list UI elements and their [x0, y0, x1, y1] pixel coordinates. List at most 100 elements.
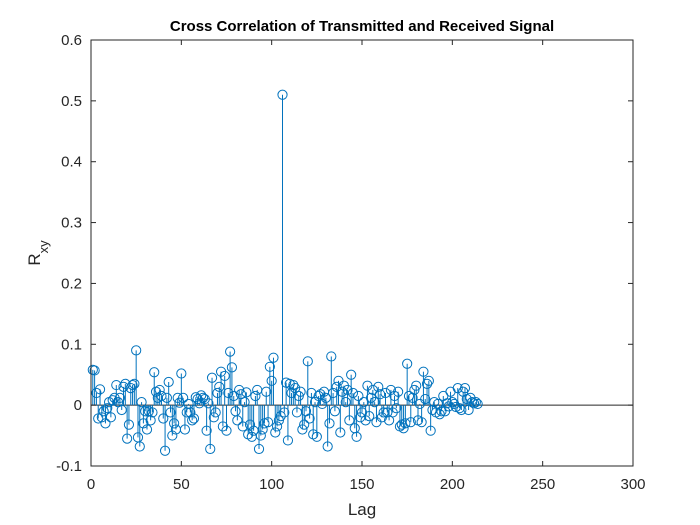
stem-marker	[241, 387, 252, 398]
stem-marker	[165, 407, 176, 418]
stem-marker	[205, 443, 216, 455]
stem-marker	[467, 397, 478, 408]
stem-marker	[197, 392, 209, 403]
stem-marker	[468, 398, 480, 409]
stem-marker	[436, 406, 447, 417]
stem-marker	[423, 375, 434, 386]
stem-marker	[407, 392, 418, 403]
stem-marker	[161, 392, 172, 403]
stem-marker	[470, 397, 481, 408]
stem-marker	[262, 417, 274, 428]
stem-marker	[167, 430, 178, 441]
stem-marker	[271, 421, 283, 432]
stem-marker	[277, 89, 288, 100]
stem-marker	[159, 445, 171, 456]
y-axis-label: Rxy	[25, 240, 51, 266]
stem-marker	[158, 413, 169, 424]
y-tick-label: 0.3	[61, 215, 82, 232]
stem-marker	[326, 351, 337, 362]
y-tick-label: 0.5	[61, 93, 82, 110]
stem-marker	[391, 403, 402, 414]
stem-marker	[434, 409, 445, 420]
stem-marker	[279, 407, 290, 418]
stem-marker	[420, 393, 431, 405]
stem-marker	[369, 397, 380, 408]
stem-marker	[340, 397, 351, 408]
stem-marker	[206, 372, 218, 383]
stem-marker	[304, 413, 315, 424]
stem-marker	[136, 397, 147, 408]
y-axis-label-subscript: xy	[36, 240, 51, 254]
stem-marker	[393, 386, 404, 397]
stem-marker	[208, 412, 219, 423]
y-axis-label-main: R	[25, 253, 44, 265]
stem-marker	[232, 415, 243, 426]
stem-marker	[154, 384, 165, 396]
stem-marker	[225, 346, 236, 357]
stem-marker	[123, 419, 135, 430]
stem-marker	[405, 417, 416, 428]
stem-marker	[416, 417, 427, 428]
stem-marker	[140, 406, 151, 417]
stem-marker	[147, 407, 158, 418]
stem-marker	[131, 345, 142, 356]
stem-marker	[353, 390, 364, 402]
stem-marker	[116, 404, 127, 416]
stem-marker	[308, 429, 319, 440]
stem-marker	[302, 356, 313, 367]
stem-marker	[421, 378, 433, 389]
stem-marker	[185, 407, 196, 418]
y-tick-label: -0.1	[56, 458, 82, 475]
stem-marker	[299, 419, 310, 430]
stem-marker	[122, 433, 133, 444]
stem-marker	[141, 424, 153, 435]
stem-marker	[275, 410, 286, 422]
stem-marker	[221, 425, 232, 436]
stem-marker	[335, 427, 346, 438]
stem-marker	[114, 392, 126, 403]
stem-marker	[337, 386, 348, 397]
x-tick-label: 300	[620, 476, 645, 493]
stem-marker	[344, 415, 355, 426]
stem-marker	[346, 369, 357, 380]
stem-marker	[456, 404, 467, 416]
stem-marker	[201, 425, 212, 436]
stem-marker	[237, 421, 248, 432]
stem-marker	[250, 390, 261, 402]
stem-marker	[127, 379, 138, 391]
stem-marker	[223, 387, 234, 399]
stem-marker	[253, 443, 265, 455]
x-tick-label: 100	[259, 476, 284, 493]
stem-marker	[329, 406, 340, 417]
stem-marker	[288, 379, 299, 391]
stem-marker	[400, 418, 411, 429]
stem-marker	[107, 395, 118, 406]
stem-marker	[282, 435, 294, 446]
stem-marker	[320, 392, 331, 403]
stem-marker	[295, 386, 306, 397]
y-tick-label: 0.6	[61, 32, 82, 49]
stem-marker	[382, 407, 393, 418]
stem-marker	[243, 429, 254, 440]
stem-marker	[244, 419, 256, 430]
x-tick-label: 50	[173, 476, 190, 493]
stem-marker	[270, 427, 281, 438]
y-tick-label: 0	[74, 397, 82, 414]
stem-marker	[380, 387, 391, 399]
stem-marker	[105, 412, 116, 423]
stem-marker	[214, 381, 225, 392]
stem-marker	[322, 441, 333, 452]
stem-marker	[441, 398, 453, 409]
stem-marker	[188, 413, 200, 424]
x-tick-label: 250	[530, 476, 555, 493]
stem-marker	[257, 424, 268, 435]
stem-marker	[402, 358, 413, 369]
stem-marker	[411, 380, 422, 391]
stem-marker	[255, 430, 266, 441]
x-tick-label: 200	[440, 476, 465, 493]
stem-marker	[102, 403, 113, 414]
stem-marker	[385, 384, 397, 396]
stem-marker	[374, 389, 386, 400]
stem-marker	[452, 383, 463, 394]
